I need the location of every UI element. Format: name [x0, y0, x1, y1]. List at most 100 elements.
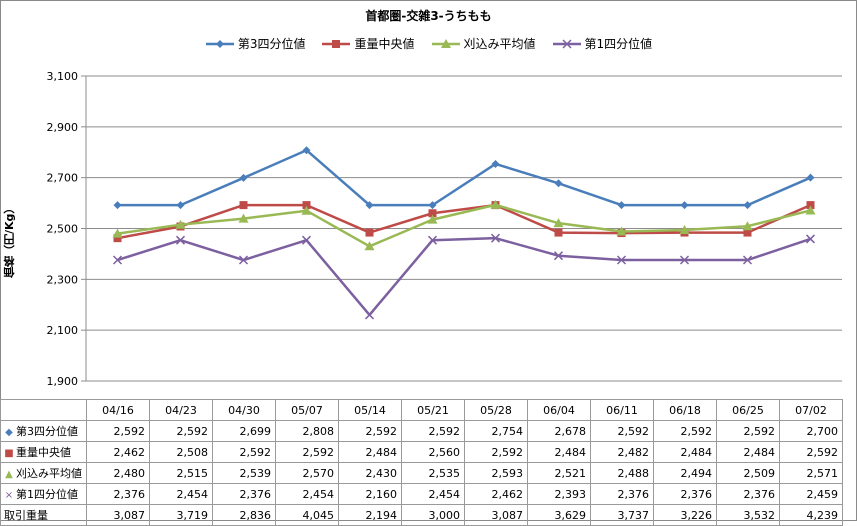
table-row-series-1-value-3: 2,699: [212, 420, 276, 442]
table-row-series-4-value-4: 2,454: [275, 483, 339, 505]
data-table: 04/16 04/23 04/30 05/07 05/14 05/21 05/28 06/04…: [0, 399, 843, 526]
table-row-series-1-value-4: 2,808: [275, 420, 339, 442]
table-row-series-4-value-9: 2,376: [590, 483, 654, 505]
table-row-series-4-value-1: 2,376: [86, 483, 150, 505]
table-row-series-1-label: ◆ 第3四分位値: [0, 420, 87, 442]
series-1-point-4: [302, 146, 311, 155]
series-3-point-2: [175, 219, 186, 229]
table-row-volume-value-8: 3,629: [527, 504, 591, 526]
series-1-point-1: [113, 201, 122, 210]
table-row-series-1-value-10: 2,592: [653, 420, 717, 442]
series-3-point-1: [112, 228, 123, 238]
series-4-point-4: [301, 235, 312, 245]
series-4-point-6: [427, 235, 438, 245]
table-row-series-4-value-8: 2,393: [527, 483, 591, 505]
table-row-series-3-label: ▲ 刈込み平均値: [0, 462, 87, 484]
series-1-point-12: [806, 173, 815, 182]
table-row-series-4-value-5: 2,160: [338, 483, 402, 505]
series-4-point-11-stroke-b: [742, 255, 753, 265]
series-2-point-12: [806, 201, 815, 210]
x-tick-label-7: 05/28: [464, 399, 528, 421]
series-4-point-1-stroke-b: [112, 255, 123, 265]
series-line-2: [117, 203, 811, 240]
table-row-series-1-value-12: 2,700: [779, 420, 843, 442]
legend-label-1: 第3四分位値: [237, 37, 306, 51]
table-row-series-2: ■ 重量中央値 2,462 2,508 2,592 2,592 2,484 2,560 2,59…: [0, 441, 843, 463]
series-2-point-5: [365, 228, 374, 237]
legend-marker-1: [215, 39, 224, 48]
y-tick-label-3100: 3,100: [47, 70, 79, 83]
series-4-point-9-stroke-b: [616, 255, 627, 265]
x-tick-label-8: 06/04: [527, 399, 591, 421]
series-4-point-7: [490, 233, 501, 243]
series-line-3: [117, 203, 811, 248]
table-row-series-2-value-4: 2,592: [275, 441, 339, 463]
table-row-volume-value-7: 3,087: [464, 504, 528, 526]
y-tick-label-2100: 2,100: [47, 324, 79, 337]
series-2-point-11: [743, 228, 752, 237]
legend-marker-4: [561, 38, 572, 49]
table-row-series-2-value-11: 2,484: [716, 441, 780, 463]
legend-swatch-4: [552, 38, 581, 49]
series-4-point-10: [679, 255, 690, 265]
table-row-series-2-value-9: 2,482: [590, 441, 654, 463]
legend-item-3: 刈込み平均値: [431, 35, 536, 52]
series-4-point-11: [742, 255, 753, 265]
table-row-series-2-marker-icon: ■: [4, 448, 14, 459]
table-row-series-2-value-6: 2,560: [401, 441, 465, 463]
series-4-point-2: [175, 235, 186, 245]
table-row-volume-value-2: 3,719: [149, 504, 213, 526]
table-row-series-3-value-10: 2,494: [653, 462, 717, 484]
table-row-series-4-label: × 第1四分位値: [0, 483, 87, 505]
series-3-point-4: [301, 205, 312, 215]
table-row-series-4-marker-icon: ×: [4, 490, 14, 501]
table-row-series-1-value-6: 2,592: [401, 420, 465, 442]
series-3-point-9: [616, 226, 627, 236]
series-2-point-1: [113, 234, 122, 243]
table-row-series-4-value-12: 2,459: [779, 483, 843, 505]
series-4-point-5: [364, 310, 375, 320]
table-row-series-1-marker-icon: ◆: [5, 427, 13, 438]
series-1-point-10: [680, 201, 689, 210]
x-tick-label-10: 06/18: [653, 399, 717, 421]
table-row-series-4-value-2: 2,454: [149, 483, 213, 505]
legend-swatch-3: [431, 38, 460, 48]
table-row-series-1-value-7: 2,754: [464, 420, 528, 442]
series-4-point-6-stroke-b: [427, 235, 438, 245]
table-row-series-4-value-6: 2,454: [401, 483, 465, 505]
series-3-point-7: [490, 199, 501, 209]
table-row-series-2-value-1: 2,462: [86, 441, 150, 463]
x-tick-label-4: 05/07: [275, 399, 339, 421]
table-row-series-4-value-3: 2,376: [212, 483, 276, 505]
table-row-series-2-name: 重量中央値: [16, 446, 71, 459]
series-3-point-8: [553, 218, 564, 228]
table-row-series-1-value-8: 2,678: [527, 420, 591, 442]
series-2-point-8: [554, 228, 563, 237]
table-row-series-3-value-7: 2,593: [464, 462, 528, 484]
y-tick-label-2500: 2,500: [47, 223, 79, 236]
table-row-volume: 取引重量 3,087 3,719 2,836 4,045 2,194 3,000 3,087 3…: [0, 504, 843, 526]
table-row-series-4-name: 第1四分位値: [16, 488, 78, 501]
table-row-series-3-value-9: 2,488: [590, 462, 654, 484]
table-row-series-1-value-9: 2,592: [590, 420, 654, 442]
series-4-point-10-stroke-b: [679, 255, 690, 265]
x-tick-label-9: 06/11: [590, 399, 654, 421]
series-4-point-2-stroke-b: [175, 235, 186, 245]
table-row-series-3-value-11: 2,509: [716, 462, 780, 484]
table-row-volume-value-12: 4,239: [779, 504, 843, 526]
x-tick-label-3: 04/30: [212, 399, 276, 421]
table-row-volume-value-4: 4,045: [275, 504, 339, 526]
table-row-series-4-value-11: 2,376: [716, 483, 780, 505]
table-row-series-2-value-3: 2,592: [212, 441, 276, 463]
series-3-point-12: [805, 205, 816, 215]
legend-label-3: 刈込み平均値: [463, 37, 536, 51]
y-tick-label-2900: 2,900: [47, 121, 79, 134]
table-row-volume-value-10: 3,226: [653, 504, 717, 526]
series-line-4: [117, 236, 811, 317]
table-row-series-2-value-10: 2,484: [653, 441, 717, 463]
table-row-series-1-value-11: 2,592: [716, 420, 780, 442]
table-row-series-2-label: ■ 重量中央値: [0, 441, 87, 463]
table-header-row: 04/16 04/23 04/30 05/07 05/14 05/21 05/28 06/04…: [0, 399, 843, 421]
table-corner-cell: [0, 399, 87, 421]
chart-title: 首都圏-交雑3-うちもも: [365, 9, 492, 23]
